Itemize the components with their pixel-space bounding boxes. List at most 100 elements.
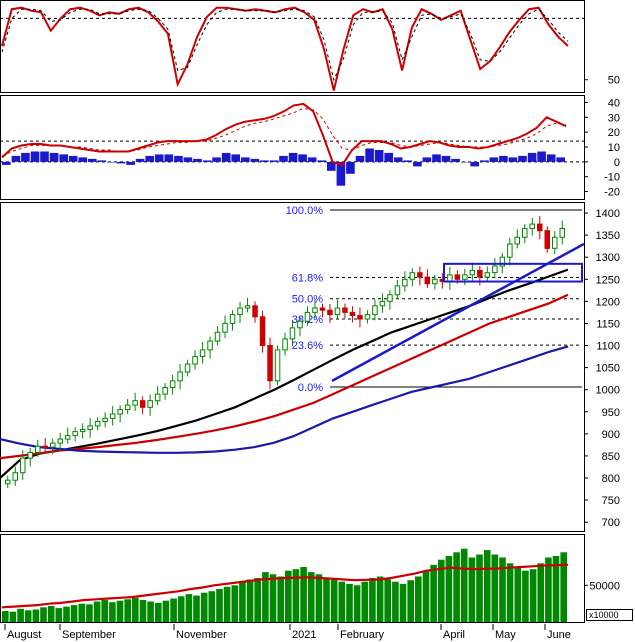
candle-body	[304, 311, 311, 322]
volume-bar	[170, 598, 177, 622]
candle-body	[87, 425, 93, 430]
volume-bar	[200, 592, 208, 622]
volume-bar	[231, 585, 239, 622]
macd-histogram-bar	[135, 158, 145, 162]
macd-histogram-bar	[78, 157, 88, 162]
volume-bar	[139, 600, 147, 622]
macd-histogram-bar	[355, 155, 365, 162]
volume-bar	[78, 603, 86, 622]
candle-body	[102, 417, 108, 422]
y-tick-label: 1050	[596, 363, 620, 375]
macd-histogram-bar	[374, 150, 384, 162]
macd-histogram-bar	[126, 161, 135, 165]
volume-bar	[537, 563, 544, 622]
macd-histogram-bar	[432, 154, 441, 162]
candle-body	[109, 413, 116, 419]
volume-bar	[529, 569, 537, 622]
x-axis: August September November 2021 February April…	[4, 624, 571, 641]
volume-bar	[392, 581, 399, 622]
candle-body	[334, 307, 341, 316]
oscillator-line-0	[1, 6, 569, 91]
macd-histogram-bar	[221, 152, 231, 162]
volume-bar	[483, 550, 491, 622]
macd-histogram-bar	[508, 157, 518, 162]
y-tick-label: 1300	[596, 252, 620, 264]
candle-body	[559, 228, 565, 238]
candle-body	[237, 307, 243, 316]
volume-bar	[338, 581, 346, 622]
volume-bar	[422, 570, 430, 622]
candle-body	[454, 274, 461, 280]
volume-bar	[101, 600, 108, 622]
candle-body	[124, 404, 131, 411]
volume-bar	[239, 581, 246, 622]
y-tick-label: 50	[608, 75, 620, 87]
volume-bar	[216, 589, 223, 622]
macd-histogram-bar	[183, 157, 193, 162]
macd-histogram-bar	[212, 157, 221, 162]
volume-bar	[86, 604, 93, 622]
fibonacci-label: 100.0%	[286, 205, 324, 217]
moving-average-1	[0, 293, 569, 460]
volume-bar	[323, 578, 330, 622]
candle-body	[72, 431, 78, 437]
macd-histogram-bar	[49, 152, 59, 162]
volume-bar	[476, 554, 483, 622]
y-tick-label: 30	[608, 112, 620, 124]
macd-histogram-bar	[317, 160, 327, 162]
macd-histogram-bar	[546, 154, 556, 162]
macd-histogram-bar	[470, 161, 479, 167]
volume-bar	[415, 576, 422, 622]
y-tick-label: -20	[604, 187, 620, 199]
candle-body	[424, 276, 431, 285]
candle-body	[432, 278, 438, 285]
macd-histogram-bar	[489, 157, 499, 162]
candle-body	[349, 311, 356, 316]
volume-bar	[262, 572, 269, 622]
y-tick-label: 50000	[589, 580, 620, 592]
x-tick-label: November	[176, 629, 227, 641]
macd-histogram-bar	[145, 155, 154, 162]
macd-panel: 40 30 20 10 0 -10 -20	[0, 95, 620, 200]
fibonacci-label: 50.0%	[292, 294, 323, 306]
macd-histogram-bar	[499, 155, 508, 162]
x-tick-label: May	[495, 629, 516, 641]
y-tick-label: 40	[608, 97, 620, 109]
y-tick-label: 0	[614, 157, 620, 169]
volume-bar	[155, 602, 162, 622]
volume-unit-label: x10000	[589, 610, 619, 620]
volume-bar	[307, 572, 315, 622]
volume-bar	[346, 583, 353, 622]
candle-body	[57, 438, 63, 444]
x-tick-label: 2021	[292, 629, 316, 641]
macd-histogram-bar	[193, 158, 202, 162]
volume-bar	[124, 599, 131, 622]
candle-body	[529, 223, 535, 230]
macd-histogram-bar	[451, 158, 460, 162]
macd-histogram-bar	[336, 161, 346, 186]
volume-bar	[330, 579, 338, 622]
candle-body	[169, 380, 176, 388]
candle-body	[274, 349, 281, 382]
macd-histogram-bar	[403, 160, 413, 162]
macd-histogram-bar	[327, 161, 336, 171]
volume-bar	[162, 600, 170, 622]
volume-bar	[460, 548, 468, 622]
candle-body	[372, 305, 378, 316]
candle-body	[364, 314, 371, 320]
macd-histogram-bar	[21, 152, 30, 162]
volume-bar	[491, 554, 499, 622]
panel-frame	[0, 95, 585, 200]
candle-body	[484, 272, 491, 278]
candle-body	[259, 316, 266, 346]
macd-histogram-bar	[250, 158, 260, 162]
macd-histogram-bar	[480, 160, 489, 162]
volume-bar	[2, 611, 9, 622]
candle-body	[50, 442, 56, 448]
macd-histogram-bar	[174, 155, 183, 162]
macd-histogram-bar	[413, 161, 422, 167]
y-tick-label: -10	[604, 172, 620, 184]
volume-bar	[147, 601, 154, 622]
volume-bar	[399, 583, 407, 622]
